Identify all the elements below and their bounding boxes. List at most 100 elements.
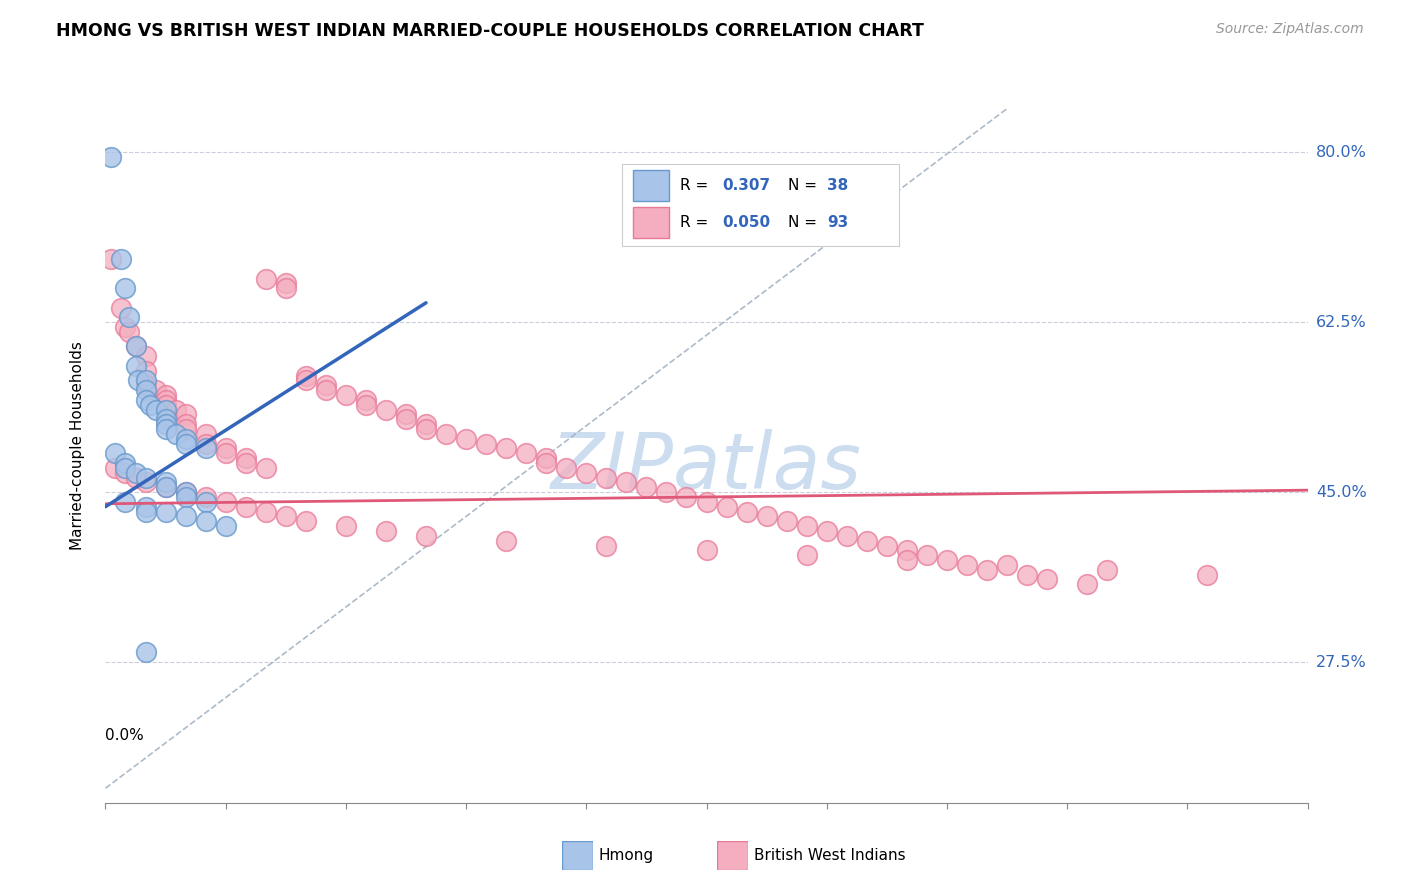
Point [755,509,778,524]
Point [1036,573,1059,587]
Point [254,504,277,518]
Point [1097,563,1119,577]
Point [295,374,318,388]
Point [555,460,578,475]
Bar [634,169,669,201]
Point [876,539,898,553]
Point [995,558,1018,572]
Point [135,383,157,397]
FancyBboxPatch shape [623,164,898,246]
Point [1017,567,1039,582]
Point [155,417,177,432]
Point [235,500,257,514]
Point [194,514,217,528]
Point [936,553,959,567]
Point [295,368,318,383]
Text: 80.0%: 80.0% [1316,145,1367,160]
Point [1197,567,1219,582]
Point [896,543,918,558]
Point [135,504,157,518]
Point [354,398,377,412]
Point [454,432,477,446]
Point [915,548,938,562]
Point [155,402,177,417]
Point [415,422,437,436]
Point [735,504,758,518]
Text: 45.0%: 45.0% [1316,484,1367,500]
Text: N =: N = [789,178,823,193]
Point [374,524,398,538]
Point [104,460,127,475]
Point [495,533,517,548]
Point [374,402,398,417]
Point [155,412,177,426]
Point [254,271,277,285]
Point [118,310,141,325]
Point [434,426,457,441]
Point [214,446,236,460]
Point [395,408,418,422]
Text: 93: 93 [827,215,848,230]
Point [114,495,136,509]
Point [110,301,132,315]
Point [575,466,598,480]
Point [696,495,718,509]
Point [194,426,217,441]
Point [534,456,557,470]
Point [100,150,122,164]
Point [214,519,236,533]
Text: HMONG VS BRITISH WEST INDIAN MARRIED-COUPLE HOUSEHOLDS CORRELATION CHART: HMONG VS BRITISH WEST INDIAN MARRIED-COU… [56,22,924,40]
Point [124,339,146,353]
Text: 0.307: 0.307 [721,178,770,193]
Point [124,339,146,353]
Point [135,475,157,490]
Text: 38: 38 [827,178,848,193]
Point [114,281,136,295]
Point [135,470,157,484]
Point [235,456,257,470]
Point [165,402,187,417]
Point [415,417,437,432]
Point [194,495,217,509]
Point [135,378,157,392]
Point [155,480,177,494]
Point [174,422,197,436]
Point [135,392,157,407]
Text: 0.050: 0.050 [721,215,770,230]
Point [155,480,177,494]
Y-axis label: Married-couple Households: Married-couple Households [70,342,84,550]
Point [155,398,177,412]
Point [135,349,157,363]
Text: R =: R = [681,178,714,193]
Point [896,553,918,567]
Point [174,436,197,450]
Point [127,374,149,388]
Point [335,519,357,533]
Point [135,364,157,378]
Point [655,485,678,500]
Text: Source: ZipAtlas.com: Source: ZipAtlas.com [1216,22,1364,37]
Point [495,442,517,456]
Text: ZIPatlas: ZIPatlas [551,429,862,506]
Point [976,563,998,577]
Point [138,398,160,412]
Point [616,475,638,490]
Point [395,412,418,426]
Point [114,320,136,334]
Point [174,509,197,524]
Point [595,470,617,484]
Point [235,451,257,466]
Point [796,548,818,562]
Bar [634,207,669,238]
Point [855,533,877,548]
Point [124,466,146,480]
Point [155,504,177,518]
Point [165,426,187,441]
Point [295,514,318,528]
Point [274,509,297,524]
Point [100,252,122,266]
Point [155,388,177,402]
Point [174,485,197,500]
Point [835,529,858,543]
Point [135,374,157,388]
